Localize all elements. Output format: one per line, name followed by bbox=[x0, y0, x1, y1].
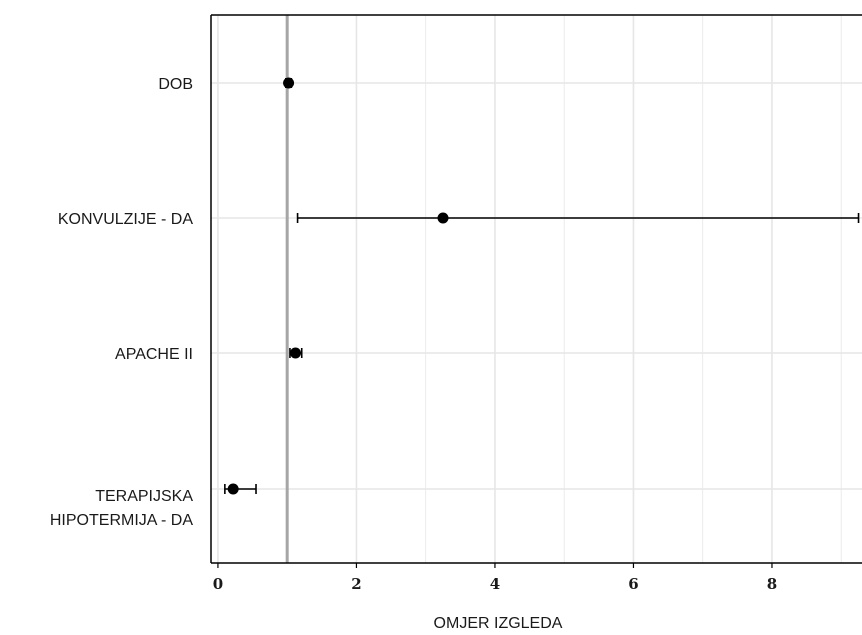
x-tick-label: 2 bbox=[351, 575, 361, 593]
data-marks-layer bbox=[224, 77, 860, 495]
x-tick-label: 4 bbox=[490, 575, 500, 593]
category-label: DOB bbox=[158, 76, 193, 93]
category-labels-layer: DOB KONVULZIJE - DA APACHE II TERAPIJSKA HIP… bbox=[50, 76, 193, 529]
category-label: HIPOTERMIJA - DA bbox=[50, 512, 193, 529]
point-estimate bbox=[283, 77, 295, 89]
grid-layer bbox=[211, 15, 862, 563]
category-label: TERAPIJSKA bbox=[95, 488, 193, 505]
category-label: APACHE II bbox=[115, 346, 193, 363]
x-tick-label: 0 bbox=[213, 575, 223, 593]
x-tick-labels-layer: 0 2 4 6 8 bbox=[213, 575, 777, 593]
point-estimate bbox=[227, 483, 239, 495]
x-tick-label: 6 bbox=[628, 575, 638, 593]
plot-frame-layer bbox=[210, 14, 862, 568]
x-tick-label: 8 bbox=[767, 575, 777, 593]
point-estimate bbox=[437, 212, 449, 224]
point-estimate bbox=[289, 347, 301, 359]
category-label: KONVULZIJE - DA bbox=[58, 211, 193, 228]
x-axis-title: OMJER IZGLEDA bbox=[434, 615, 563, 632]
